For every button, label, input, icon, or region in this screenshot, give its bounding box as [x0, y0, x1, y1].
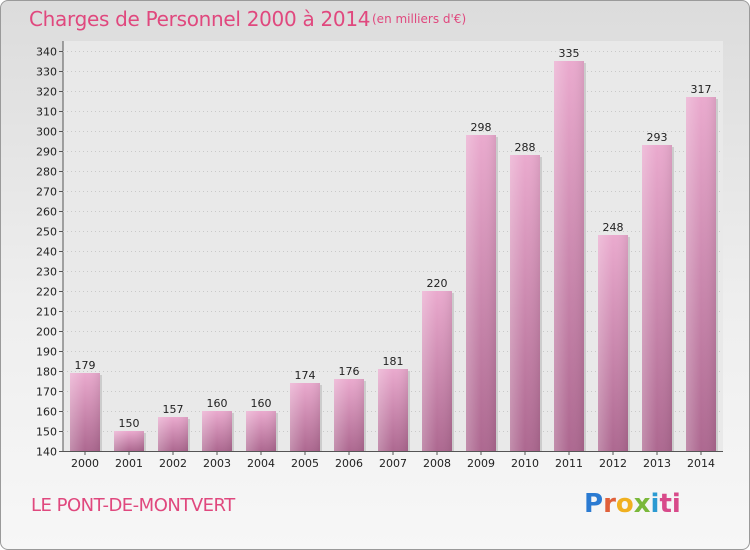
bar-highlight	[466, 135, 496, 451]
bar-highlight	[246, 411, 276, 451]
x-tick-label: 2011	[555, 457, 583, 470]
x-tick-label: 2012	[599, 457, 627, 470]
y-tick-label: 300	[36, 126, 57, 139]
data-label: 317	[691, 83, 712, 96]
x-tick-label: 2001	[115, 457, 143, 470]
data-label: 298	[471, 121, 492, 134]
data-label: 160	[207, 397, 228, 410]
y-tick-label: 340	[36, 46, 57, 59]
bar-highlight	[70, 373, 100, 451]
bar-highlight	[378, 369, 408, 451]
y-tick-label: 160	[36, 406, 57, 419]
logo-letter: o	[615, 489, 634, 519]
location-label: LE PONT-DE-MONTVERT	[31, 495, 235, 516]
data-label: 176	[339, 365, 360, 378]
y-tick-label: 310	[36, 106, 57, 119]
proxiti-logo: Proxiti	[584, 489, 681, 519]
y-tick-label: 270	[36, 186, 57, 199]
y-tick-label: 260	[36, 206, 57, 219]
y-tick-label: 280	[36, 166, 57, 179]
chart-unit: (en milliers d'€)	[372, 12, 467, 26]
data-label: 157	[163, 403, 184, 416]
logo-letter: x	[633, 489, 651, 519]
chart-title: Charges de Personnel 2000 à 2014	[29, 7, 371, 31]
logo-letter: ti	[659, 489, 681, 519]
y-tick-label: 330	[36, 66, 57, 79]
bar-highlight	[510, 155, 540, 451]
x-tick-label: 2010	[511, 457, 539, 470]
y-tick-label: 320	[36, 86, 57, 99]
y-tick-label: 170	[36, 386, 57, 399]
y-tick-label: 190	[36, 346, 57, 359]
y-axis: 140 150 160 170 180 190 200 210 220 230 240 250 260 2…	[36, 46, 63, 459]
x-tick-label: 2013	[643, 457, 671, 470]
data-label: 181	[383, 355, 404, 368]
data-label: 335	[559, 47, 580, 60]
x-tick-label: 2000	[71, 457, 99, 470]
x-tick-label: 2007	[379, 457, 407, 470]
logo-letter: P	[584, 489, 604, 519]
data-label: 174	[295, 369, 316, 382]
bar-highlight	[290, 383, 320, 451]
logo-letter: i	[650, 489, 660, 519]
y-tick-label: 290	[36, 146, 57, 159]
data-label: 288	[515, 141, 536, 154]
y-tick-label: 150	[36, 426, 57, 439]
y-tick-label: 220	[36, 286, 57, 299]
x-tick-label: 2002	[159, 457, 187, 470]
data-label: 293	[647, 131, 668, 144]
logo-letter: r	[603, 489, 616, 519]
data-label: 150	[119, 417, 140, 430]
y-tick-label: 210	[36, 306, 57, 319]
x-tick-label: 2006	[335, 457, 363, 470]
data-label: 220	[427, 277, 448, 290]
bar-highlight	[422, 291, 452, 451]
y-tick-label: 140	[36, 446, 57, 459]
bar-highlight	[158, 417, 188, 451]
y-tick-label: 180	[36, 366, 57, 379]
x-tick-label: 2014	[687, 457, 715, 470]
data-label: 179	[75, 359, 96, 372]
bar-highlight	[686, 97, 716, 451]
data-label: 160	[251, 397, 272, 410]
x-tick-label: 2005	[291, 457, 319, 470]
y-tick-label: 200	[36, 326, 57, 339]
data-label: 248	[603, 221, 624, 234]
x-axis: 2000 2001 2002 2003 2004 2005 2006 2007 2008 2009…	[63, 451, 723, 470]
y-tick-label: 250	[36, 226, 57, 239]
bar-highlight	[554, 61, 584, 451]
bar-highlight	[642, 145, 672, 451]
bar-highlight	[114, 431, 144, 451]
x-tick-label: 2003	[203, 457, 231, 470]
x-tick-label: 2009	[467, 457, 495, 470]
y-tick-label: 240	[36, 246, 57, 259]
x-tick-label: 2008	[423, 457, 451, 470]
x-tick-label: 2004	[247, 457, 275, 470]
bar-highlight	[598, 235, 628, 451]
y-tick-label: 230	[36, 266, 57, 279]
bar-highlight	[334, 379, 364, 451]
bars: 179 150 157 160 160 174 176 181 220 298 288 335 248 2…	[70, 47, 718, 451]
bar-highlight	[202, 411, 232, 451]
